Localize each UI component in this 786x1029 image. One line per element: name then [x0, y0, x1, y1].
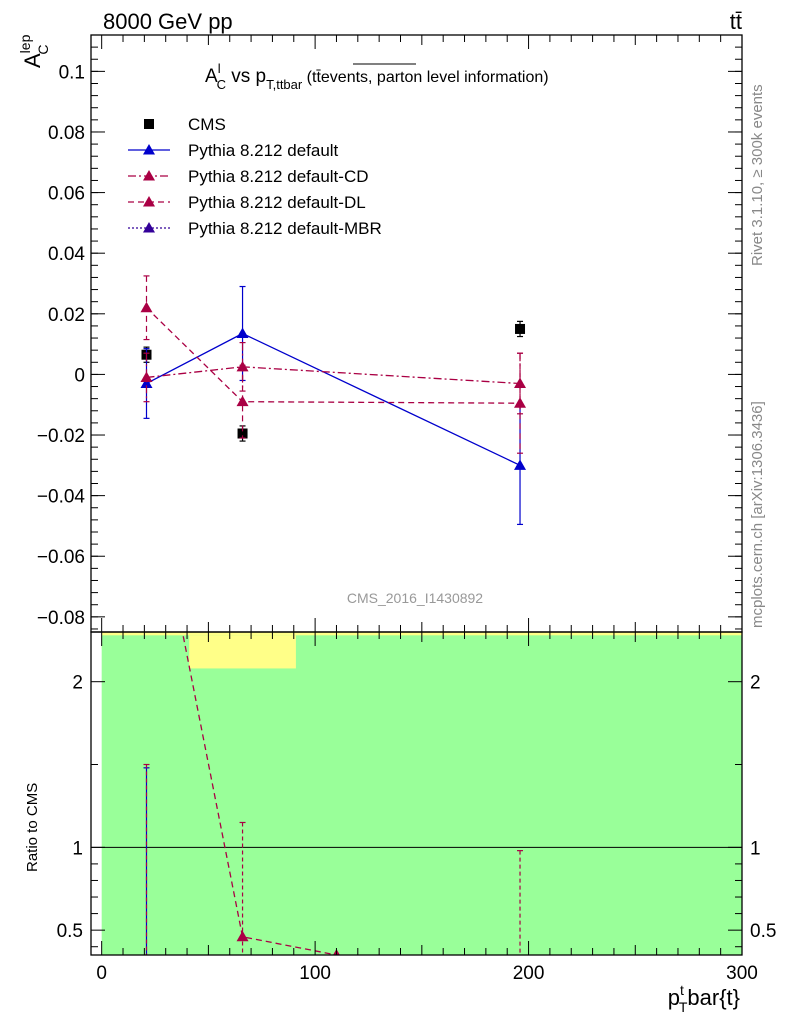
legend: CMS Pythia 8.212 default Pythia 8.212 defa… — [128, 115, 382, 238]
series-line-dl — [146, 307, 521, 404]
marker-cms-1 — [237, 428, 248, 439]
main-plot — [140, 275, 527, 526]
main-ylabel-sub: C — [35, 45, 51, 55]
xlabel: pt Tbar{t} — [668, 982, 740, 1015]
main-ylabel-base: A — [20, 53, 45, 68]
xtick-label-1: 100 — [299, 963, 331, 984]
ratio-frame — [90, 631, 743, 956]
legend-label-default: Pythia 8.212 default — [188, 141, 339, 160]
legend-label-mbr: Pythia 8.212 default-MBR — [188, 219, 382, 238]
main-ytick-label-6: 0.04 — [48, 244, 85, 265]
ratio-plot — [91, 632, 742, 955]
title-prefix: A — [205, 66, 218, 87]
marker-default-1 — [236, 327, 249, 338]
legend-marker-mbr — [143, 222, 155, 233]
legend-marker-cms — [144, 119, 154, 129]
main-ytick-label-9: 0.1 — [59, 62, 85, 83]
main-ylabel-sup: lep — [17, 34, 33, 53]
legend-label-cms: CMS — [188, 115, 226, 134]
legend-label-dl: Pythia 8.212 default-DL — [188, 193, 366, 212]
main-ytick-label-4: 0 — [74, 365, 85, 386]
title-paren: ( — [302, 69, 312, 86]
xtick-label-3: 300 — [726, 963, 758, 984]
xtick-label-0: 0 — [96, 963, 107, 984]
xlabel-base: p — [668, 985, 680, 1010]
title-sub: C — [217, 77, 226, 92]
ratio-ytick-label-right-1: 1 — [750, 838, 761, 859]
marker-cms-2 — [515, 323, 526, 334]
marker-dl-0 — [140, 301, 153, 313]
ratio-band-1 — [101, 635, 743, 955]
title-overlined: tt̄events — [312, 69, 368, 86]
main-ytick-label-0: −0.08 — [37, 608, 85, 629]
main-ytick-label-7: 0.06 — [48, 184, 85, 205]
marker-default-2 — [514, 459, 527, 470]
title-sup: l — [218, 61, 221, 76]
ratio-bands — [101, 632, 743, 955]
marker-cd-0 — [140, 371, 153, 382]
ratio-ytick-label-left-2: 2 — [72, 673, 83, 694]
xlabel-sup: t — [680, 982, 684, 998]
mcplots-label: mcplots.cern.ch [arXiv:1306.3436] — [749, 401, 766, 628]
ratio-ylabel: Ratio to CMS — [24, 783, 41, 872]
xlabel-sub: T — [679, 999, 688, 1015]
marker-cd-2 — [514, 377, 527, 389]
ratio-ytick-label-right-2: 2 — [750, 673, 761, 694]
title-sub2: T,ttbar — [266, 77, 303, 92]
ratio-series-group — [143, 632, 524, 955]
ratio-line-dl — [181, 632, 337, 955]
main-ytick-label-8: 0.08 — [48, 123, 85, 144]
analysis-label: CMS_2016_I1430892 — [347, 590, 483, 606]
main-ytick-label-3: −0.02 — [37, 426, 85, 447]
ratio-band-2 — [189, 635, 296, 669]
ratio-ytick-label-left-1: 1 — [72, 838, 83, 859]
series-line-default — [146, 332, 521, 466]
rivet-label: Rivet 3.1.10, ≥ 300k events — [749, 84, 766, 266]
marker-dl-1 — [236, 395, 249, 407]
axes: −0.08 −0.06 −0.04 −0.02 0 0.02 0.04 0.06 0.08 0.1… — [37, 34, 776, 984]
main-ytick-label-1: −0.06 — [37, 547, 85, 568]
marker-dl-2 — [514, 397, 527, 408]
legend-marker-dl — [143, 196, 155, 207]
title-rest: , parton level information) — [368, 69, 549, 86]
legend-marker-default — [143, 144, 155, 155]
plot-title: Al C vs pT,ttbar (tt̄events, parton level… — [205, 61, 549, 92]
energy-label: 8000 GeV pp — [103, 9, 233, 34]
legend-label-cd: Pythia 8.212 default-CD — [188, 167, 369, 186]
process-label: tt̄ — [730, 9, 742, 34]
series-line-cd — [146, 366, 521, 385]
main-ylabel: Alep C — [17, 34, 51, 68]
legend-marker-cd — [143, 170, 155, 181]
xlabel-rest: bar{t} — [687, 985, 740, 1010]
title-mid: vs p — [226, 66, 266, 87]
ratio-ytick-label-left-0: 0.5 — [57, 921, 83, 942]
xtick-label-2: 200 — [513, 963, 545, 984]
main-ytick-label-5: 0.02 — [48, 305, 85, 326]
marker-default-0 — [140, 377, 153, 389]
main-ytick-label-2: −0.04 — [37, 487, 86, 508]
ratio-ytick-label-right-0: 0.5 — [750, 921, 776, 942]
